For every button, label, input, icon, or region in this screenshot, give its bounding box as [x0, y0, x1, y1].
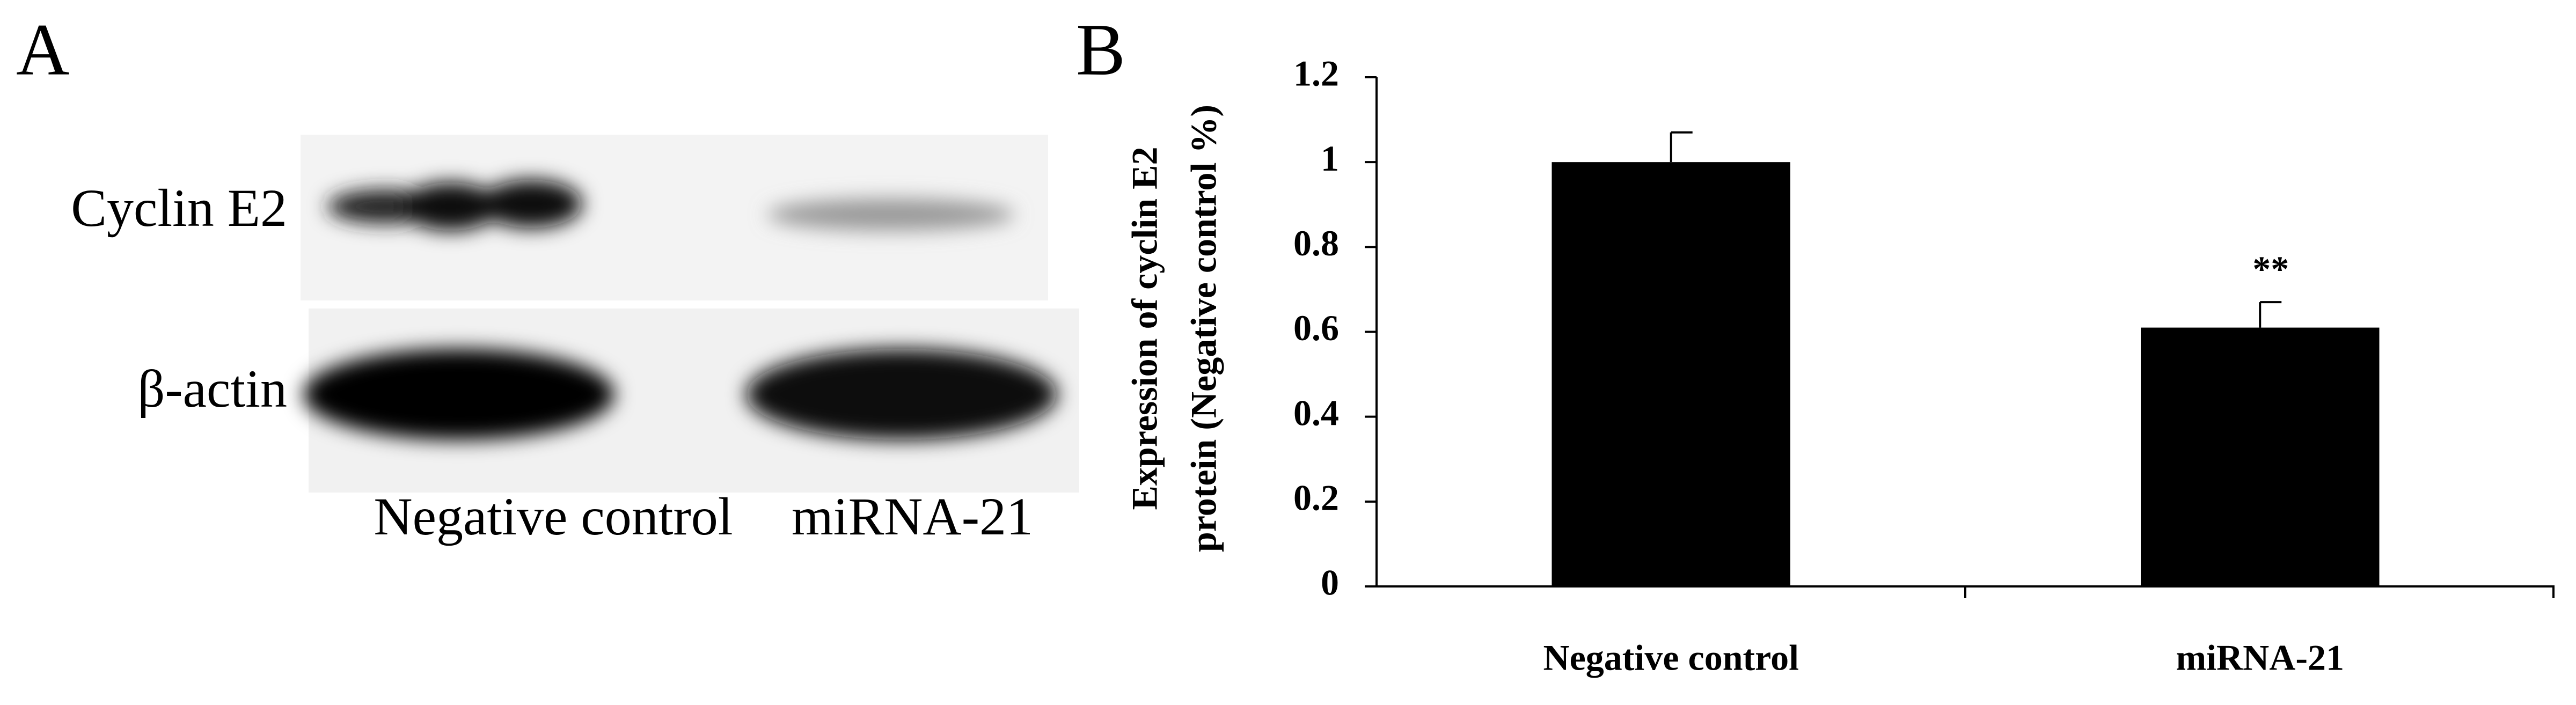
lane-label: Negative control — [374, 487, 733, 546]
annotation: ** — [2252, 248, 2289, 289]
y-axis-title: protein (Negative control %) — [1183, 105, 1224, 552]
band — [402, 182, 499, 231]
band — [767, 199, 1014, 231]
y-tick-label: 1 — [1321, 138, 1339, 179]
lane-label: miRNA-21 — [792, 487, 1033, 546]
y-tick-label: 1.2 — [1293, 53, 1339, 94]
y-tick-label: 0.6 — [1293, 307, 1339, 348]
bar — [1552, 162, 1790, 587]
band — [480, 180, 582, 228]
row-label: β-actin — [137, 359, 287, 418]
panel-label: A — [16, 9, 70, 91]
y-tick-label: 0.8 — [1293, 223, 1339, 263]
band — [746, 349, 1057, 440]
y-tick-label: 0 — [1321, 562, 1339, 603]
x-tick-label: Negative control — [1543, 637, 1799, 678]
x-tick-label: miRNA-21 — [2176, 637, 2344, 678]
row-label: Cyclin E2 — [71, 178, 287, 238]
blot — [301, 135, 1079, 493]
bar — [2141, 327, 2380, 586]
y-tick-label: 0.2 — [1293, 477, 1339, 518]
band — [303, 349, 614, 440]
y-tick-label: 0.4 — [1293, 392, 1339, 433]
band-group — [303, 180, 1057, 440]
panel-label: B — [1076, 9, 1125, 91]
y-axis-title: Expression of cyclin E2 — [1124, 147, 1165, 510]
